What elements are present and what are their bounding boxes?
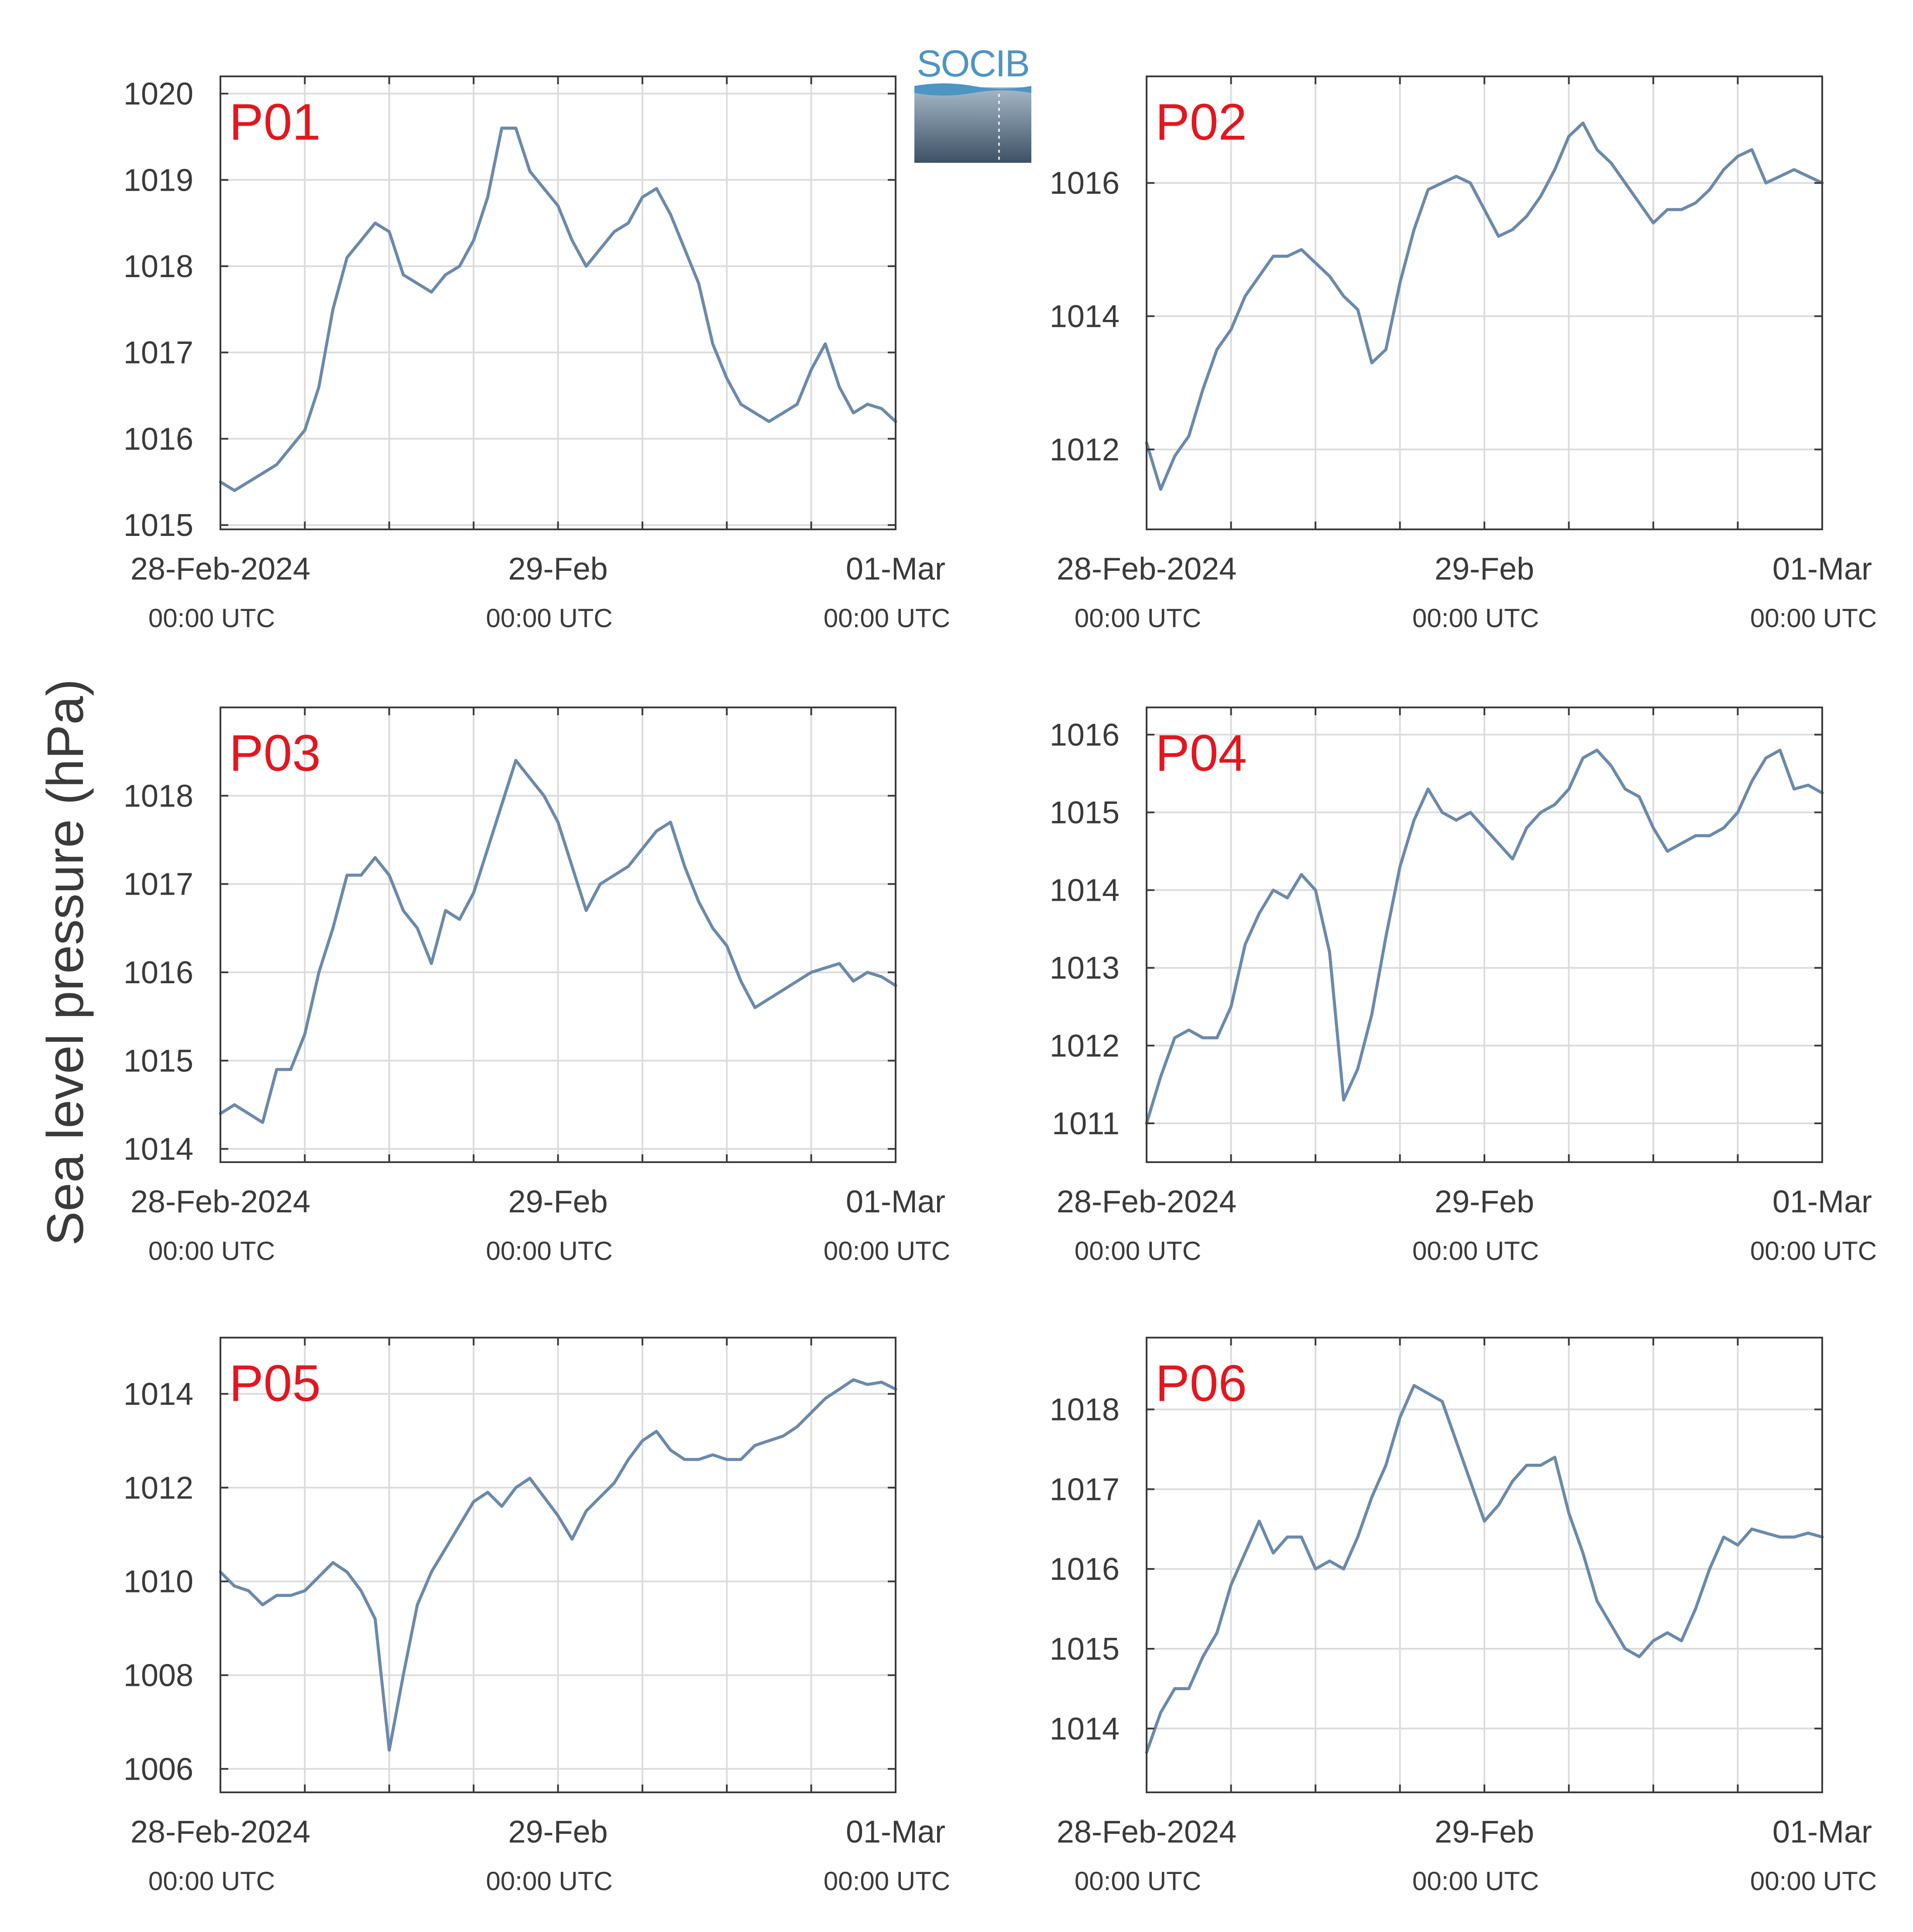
y-tick-label: 1017 — [1050, 1472, 1120, 1507]
x-tick-label-day: 29-Feb — [1435, 1815, 1534, 1850]
series-line — [219, 758, 897, 1124]
x-tick-label-day: 01-Mar — [1772, 1815, 1872, 1850]
x-tick-label-day: 28-Feb-2024 — [131, 1815, 310, 1850]
chart-panel-p04: 1011 1012 1013 1014 1015 1016 28-Feb-2024 00:00… — [1050, 707, 1877, 1266]
y-tick-label: 1014 — [124, 1132, 193, 1167]
series-line — [1145, 1384, 1824, 1754]
x-tick-label-time: 00:00 UTC — [1075, 604, 1201, 633]
y-tick-label: 1018 — [124, 779, 193, 813]
y-tick-label: 1017 — [124, 867, 193, 902]
panel-label: P05 — [229, 1355, 321, 1412]
chart-panel-p05: 1006 1008 1010 1012 1014 28-Feb-2024 00:00 UTC… — [124, 1337, 950, 1896]
x-tick-label-time: 00:00 UTC — [1412, 604, 1539, 633]
y-tick-label: 1016 — [1050, 166, 1120, 201]
y-tick-label: 1006 — [124, 1752, 193, 1787]
chart-panel-p06: 1014 1015 1016 1017 1018 28-Feb-2024 00:00 UTC… — [1050, 1337, 1877, 1896]
x-tick-label-day: 28-Feb-2024 — [1057, 552, 1236, 587]
x-tick-label-day: 29-Feb — [508, 1184, 608, 1219]
y-tick-label: 1012 — [124, 1471, 193, 1506]
x-tick-label-day: 28-Feb-2024 — [131, 552, 310, 587]
y-tick-label: 1016 — [124, 955, 193, 990]
x-tick-label-day: 01-Mar — [846, 552, 945, 587]
y-tick-label: 1019 — [124, 163, 193, 198]
y-tick-label: 1020 — [124, 77, 193, 112]
x-tick-label-time: 00:00 UTC — [1075, 1236, 1201, 1266]
socib-logo: SOCIB — [914, 43, 1032, 163]
y-tick-label: 1018 — [1050, 1393, 1120, 1428]
x-tick-label-day: 29-Feb — [1435, 1184, 1534, 1219]
x-tick-label-time: 00:00 UTC — [486, 1236, 612, 1266]
y-tick-label: 1014 — [124, 1377, 193, 1412]
x-tick-label-day: 29-Feb — [508, 552, 608, 587]
series-line — [1145, 748, 1824, 1125]
y-tick-label: 1017 — [124, 336, 193, 371]
x-tick-label-time: 00:00 UTC — [148, 1867, 275, 1896]
y-tick-label: 1012 — [1050, 1029, 1120, 1064]
x-tick-label-time: 00:00 UTC — [1750, 604, 1877, 633]
y-tick-label: 1014 — [1050, 873, 1120, 908]
x-tick-label-time: 00:00 UTC — [1750, 1867, 1877, 1896]
y-tick-label: 1015 — [1050, 1632, 1120, 1667]
y-tick-label: 1016 — [1050, 1552, 1120, 1587]
svg-text:SOCIB: SOCIB — [917, 46, 1029, 85]
y-tick-label: 1010 — [124, 1565, 193, 1599]
series-line — [1145, 121, 1824, 491]
x-tick-label-day: 28-Feb-2024 — [1057, 1184, 1236, 1219]
y-tick-label: 1013 — [1050, 951, 1120, 986]
x-tick-label-time: 00:00 UTC — [486, 604, 612, 633]
x-tick-label-time: 00:00 UTC — [1750, 1236, 1877, 1266]
x-tick-label-time: 00:00 UTC — [1075, 1867, 1201, 1896]
x-tick-label-time: 00:00 UTC — [486, 1867, 612, 1896]
chart-panel-p01: 1015 1016 1017 1018 1019 1020 28-Feb-2024 00:00… — [124, 75, 950, 633]
panel-label: P06 — [1155, 1355, 1247, 1412]
y-tick-label: 1014 — [1050, 299, 1120, 334]
x-tick-label-day: 29-Feb — [508, 1815, 608, 1850]
x-tick-label-day: 01-Mar — [1772, 1184, 1872, 1219]
y-tick-label: 1018 — [124, 249, 193, 284]
y-tick-label: 1008 — [124, 1658, 193, 1693]
y-tick-label: 1011 — [1052, 1106, 1120, 1141]
x-tick-label-time: 00:00 UTC — [148, 604, 275, 633]
x-tick-label-time: 00:00 UTC — [824, 604, 950, 633]
x-tick-label-time: 00:00 UTC — [824, 1236, 950, 1266]
panel-label: P03 — [229, 724, 321, 782]
x-tick-label-time: 00:00 UTC — [1412, 1236, 1539, 1266]
panel-label: P01 — [229, 93, 321, 151]
y-tick-label: 1015 — [1050, 795, 1120, 830]
x-tick-label-day: 28-Feb-2024 — [131, 1184, 310, 1219]
y-tick-label: 1016 — [1050, 717, 1120, 752]
chart-panel-p02: 1012 1014 1016 28-Feb-2024 00:00 UTC 29-Feb 00… — [1050, 75, 1877, 633]
y-tick-label: 1015 — [124, 1043, 193, 1078]
panel-label: P02 — [1155, 93, 1247, 151]
y-axis-label: Sea level pressure (hPa) — [37, 679, 94, 1246]
y-tick-label: 1014 — [1050, 1712, 1120, 1747]
x-tick-label-time: 00:00 UTC — [1412, 1867, 1539, 1896]
panel-label: P04 — [1155, 724, 1247, 782]
x-tick-label-time: 00:00 UTC — [148, 1236, 275, 1266]
x-tick-label-day: 29-Feb — [1435, 552, 1534, 587]
series-line — [219, 1378, 897, 1752]
y-tick-label: 1012 — [1050, 432, 1120, 467]
x-tick-label-day: 01-Mar — [846, 1184, 945, 1219]
series-line — [219, 127, 897, 492]
x-tick-label-day: 01-Mar — [1772, 552, 1872, 587]
chart-panel-p03: 1014 1015 1016 1017 1018 28-Feb-2024 00:00 UTC… — [124, 707, 950, 1266]
y-tick-label: 1015 — [124, 508, 193, 543]
x-tick-label-day: 28-Feb-2024 — [1057, 1815, 1236, 1850]
x-tick-label-time: 00:00 UTC — [824, 1867, 950, 1896]
y-tick-label: 1016 — [124, 422, 193, 456]
x-tick-label-day: 01-Mar — [846, 1815, 945, 1850]
